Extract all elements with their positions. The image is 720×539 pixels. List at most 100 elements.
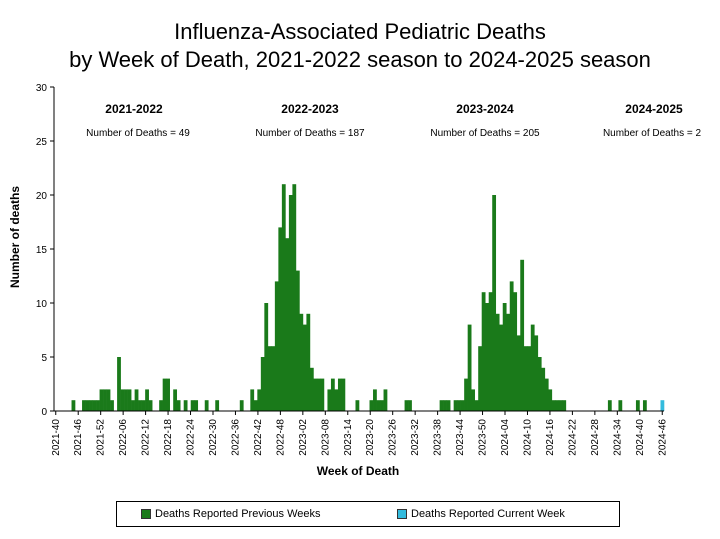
bar-previous-week [194, 400, 199, 411]
bar-previous-week [110, 400, 114, 411]
bar-previous-week [138, 400, 142, 411]
bar-previous-week [260, 357, 265, 411]
bar-previous-week [106, 389, 111, 411]
y-axis-title: Number of deaths [8, 186, 22, 288]
bar-previous-week [267, 346, 272, 411]
bar-previous-week [551, 400, 556, 411]
bar-previous-week [376, 400, 381, 411]
bar-previous-week [544, 378, 549, 411]
bar-previous-week [341, 378, 346, 411]
y-tick-label: 25 [36, 137, 48, 148]
bar-previous-week [71, 400, 76, 411]
bar-current-week [660, 400, 665, 411]
y-tick-label: 5 [41, 353, 47, 364]
bar-previous-week [271, 346, 276, 411]
bar-previous-week [288, 195, 293, 411]
y-tick-label: 0 [41, 407, 47, 418]
bar-previous-week [478, 346, 483, 411]
x-tick-label: 2023-32 [410, 419, 421, 456]
x-axis-title: Week of Death [317, 464, 399, 478]
season-count-2022-2023: Number of Deaths = 187 [255, 128, 365, 139]
bar-previous-week [495, 313, 500, 411]
bar-previous-week [607, 400, 612, 411]
bar-previous-week [471, 389, 475, 411]
bar-previous-week [204, 400, 209, 411]
x-tick-label: 2022-12 [141, 419, 152, 456]
bar-previous-week [334, 389, 339, 411]
bar-previous-week [99, 389, 104, 411]
x-tick-label: 2024-46 [657, 419, 668, 456]
bar-previous-week [530, 324, 535, 411]
labels-layer: 0 5 10 15 20 25 30 2021-40 2021-46 2021-52 2022-06… [36, 83, 668, 456]
bar-previous-week [127, 389, 132, 411]
bar-previous-week [408, 400, 412, 411]
bar-previous-week [369, 400, 374, 411]
y-tick-label: 30 [36, 83, 48, 94]
x-tick-label: 2023-50 [478, 419, 489, 456]
bar-previous-week [92, 400, 97, 411]
bar-previous-week [120, 389, 125, 411]
bar-previous-week [635, 400, 640, 411]
bar-previous-week [513, 292, 518, 411]
bar-previous-week [306, 313, 311, 411]
bar-previous-week [467, 324, 472, 411]
bar-previous-week [453, 400, 458, 411]
bar-previous-week [148, 400, 153, 411]
bar-previous-week [264, 303, 269, 411]
bar-previous-week [446, 400, 451, 411]
bar-previous-week [618, 400, 623, 411]
bar-previous-week [464, 378, 468, 411]
bar-previous-week [215, 400, 220, 411]
bar-previous-week [162, 378, 167, 411]
bar-previous-week [278, 227, 283, 411]
bar-previous-week [457, 400, 461, 411]
bar-previous-week [82, 400, 86, 411]
chart-legend: Deaths Reported Previous Weeks Deaths Re… [116, 501, 620, 527]
legend-swatch-current [397, 509, 407, 519]
bar-previous-week [537, 357, 542, 411]
bar-previous-week [327, 389, 332, 411]
bar-previous-week [488, 292, 493, 411]
bar-previous-week [190, 400, 195, 411]
bar-previous-week [562, 400, 567, 411]
legend-label-previous: Deaths Reported Previous Weeks [155, 508, 321, 520]
bar-previous-week [541, 367, 546, 411]
bar-previous-week [481, 292, 486, 411]
bar-previous-week [239, 400, 244, 411]
x-tick-label: 2022-36 [230, 419, 241, 456]
x-tick-label: 2021-46 [73, 419, 84, 456]
bar-previous-week [337, 378, 342, 411]
bar-previous-week [499, 324, 504, 411]
x-tick-label: 2022-42 [253, 419, 264, 456]
bar-previous-week [523, 346, 528, 411]
bar-previous-week [443, 400, 447, 411]
legend-label-current: Deaths Reported Current Week [411, 508, 565, 520]
bar-previous-week [485, 303, 490, 411]
bar-previous-week [316, 378, 321, 411]
x-tick-label: 2023-02 [298, 419, 309, 456]
x-tick-label: 2022-48 [275, 419, 286, 456]
chart-title-line-1: Influenza-Associated Pediatric Deaths [174, 19, 546, 44]
bar-previous-week [131, 400, 135, 411]
bar-previous-week [141, 400, 146, 411]
x-tick-label: 2022-06 [118, 419, 129, 456]
bar-previous-week [166, 378, 170, 411]
axes-layer [50, 86, 664, 415]
bar-previous-week [309, 367, 314, 411]
season-name-2022-2023: 2022-2023 [281, 102, 339, 116]
x-tick-label: 2023-08 [320, 419, 331, 456]
x-tick-label: 2021-52 [96, 419, 107, 456]
chart-title-line-2: by Week of Death, 2021-2022 season to 20… [69, 47, 651, 72]
legend-item-current: Deaths Reported Current Week [397, 508, 565, 520]
bar-previous-week [383, 389, 388, 411]
bar-previous-week [460, 400, 465, 411]
bar-previous-week [302, 324, 307, 411]
x-tick-label: 2024-16 [545, 419, 556, 456]
x-tick-label: 2024-04 [500, 419, 511, 456]
x-tick-label: 2024-28 [590, 419, 601, 456]
y-tick-label: 15 [36, 245, 48, 256]
bar-previous-week [558, 400, 563, 411]
bar-previous-week [134, 389, 139, 411]
bar-previous-week [285, 238, 290, 411]
bar-previous-week [642, 400, 647, 411]
